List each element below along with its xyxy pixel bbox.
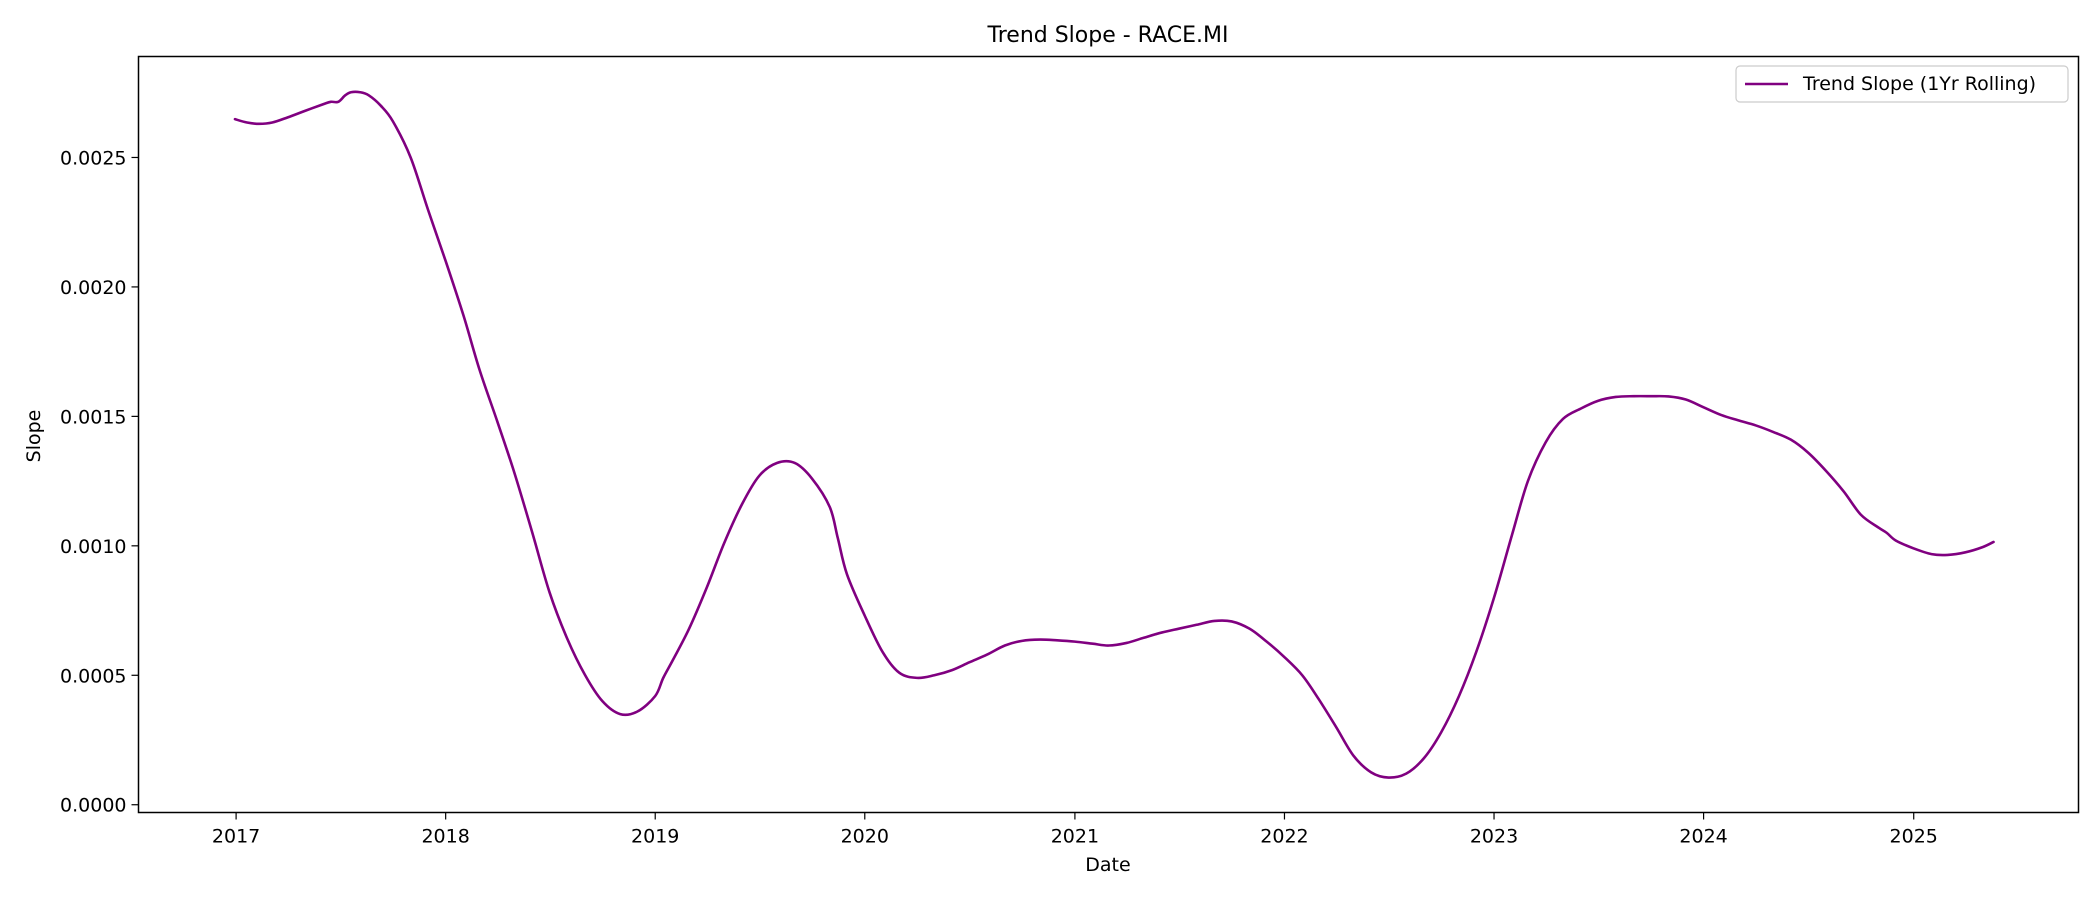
trend-slope-line	[233, 90, 1995, 779]
y-axis-ticks: 0.0000 0.0005 0.0010 0.0015 0.0020 0.0025	[60, 147, 139, 817]
x-axis-ticks: 2017 2018 2019 2020 2021 2022 2023 2024 2025	[212, 812, 1938, 848]
chart-title: Trend Slope - RACE.MI	[987, 23, 1229, 48]
x-tick-label: 2017	[212, 826, 260, 848]
y-tick-label: 0.0020	[60, 277, 126, 299]
legend: Trend Slope (1Yr Rolling)	[1735, 65, 2069, 103]
x-tick-label: 2020	[841, 826, 889, 848]
x-tick-label: 2023	[1470, 826, 1518, 848]
y-axis-label: Slope	[23, 410, 45, 463]
x-tick-label: 2025	[1890, 826, 1938, 848]
x-tick-label: 2022	[1260, 826, 1308, 848]
x-axis-label: Date	[1085, 854, 1130, 876]
y-tick-label: 0.0005	[60, 665, 126, 687]
x-tick-label: 2021	[1051, 826, 1099, 848]
y-tick-label: 0.0000	[60, 795, 126, 817]
x-tick-label: 2024	[1679, 826, 1727, 848]
x-tick-label: 2018	[421, 826, 469, 848]
y-tick-label: 0.0025	[60, 147, 126, 169]
x-tick-label: 2019	[631, 826, 679, 848]
legend-box	[1735, 65, 2069, 103]
legend-label: Trend Slope (1Yr Rolling)	[1802, 73, 2036, 95]
y-tick-label: 0.0015	[60, 406, 126, 428]
y-tick-label: 0.0010	[60, 536, 126, 558]
plot-area-frame	[137, 55, 2080, 814]
